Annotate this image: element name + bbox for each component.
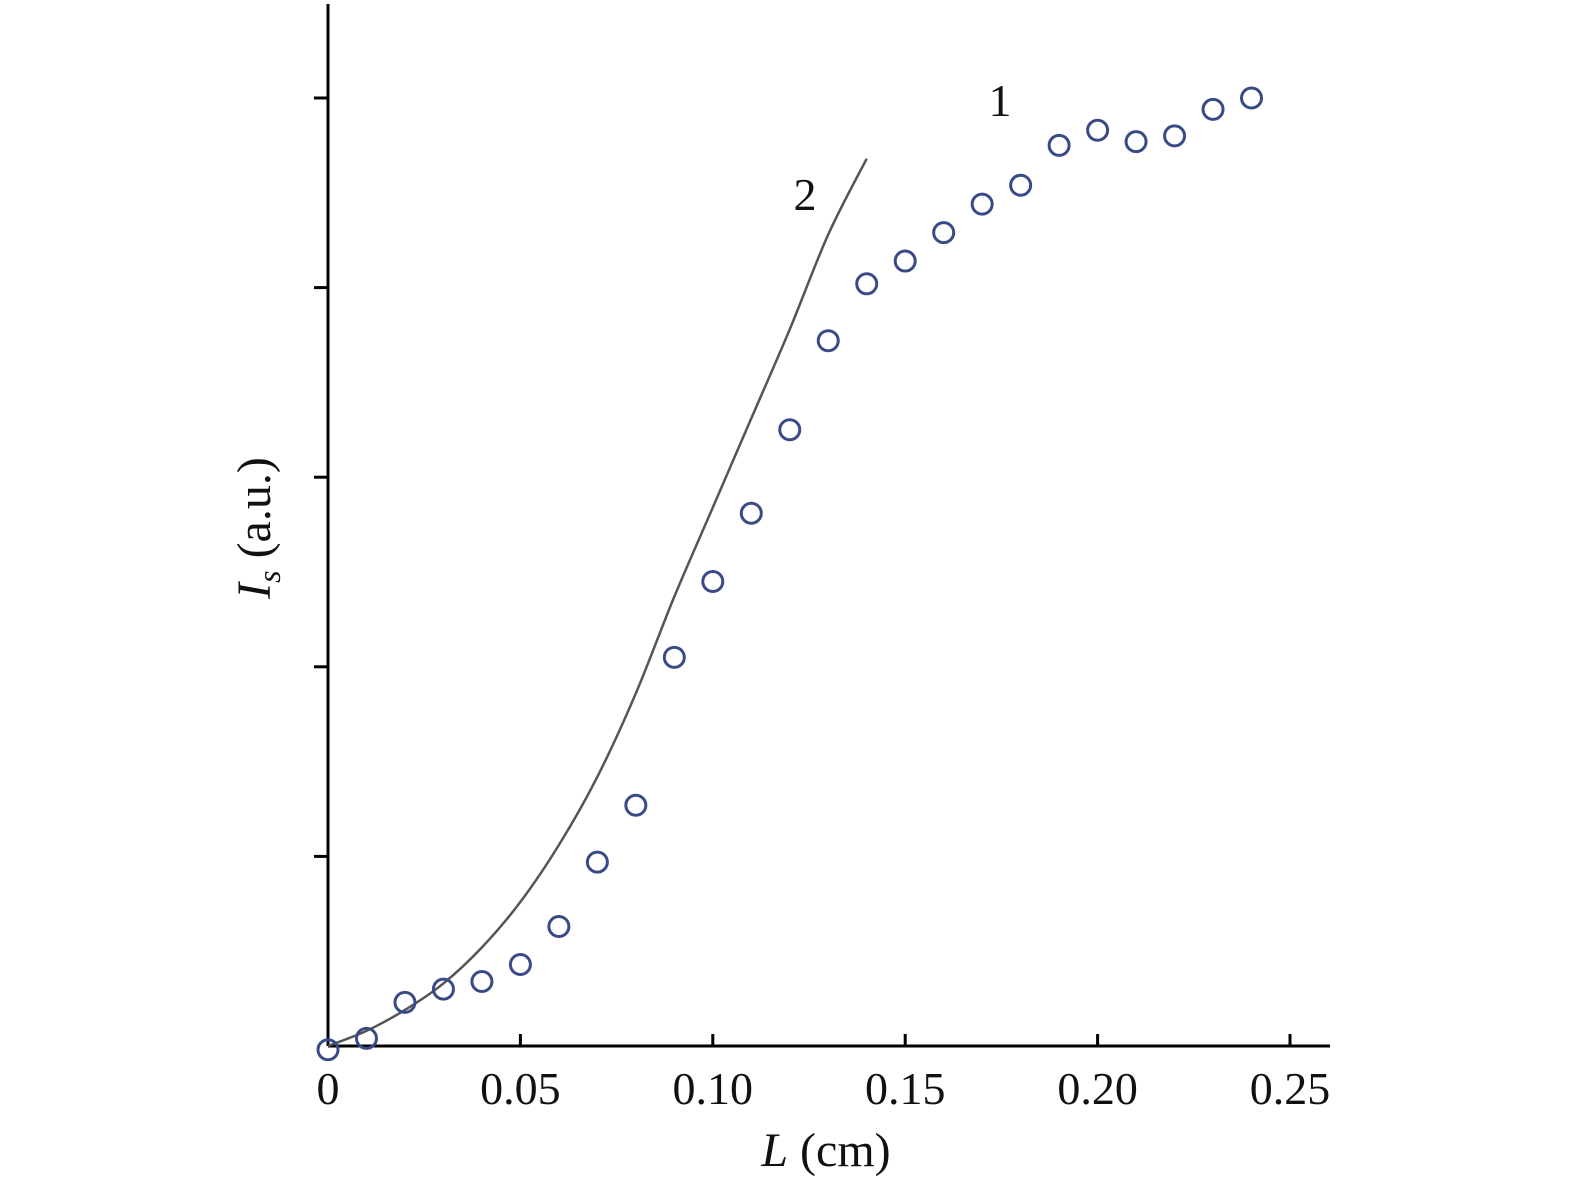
- series-1-point: [585, 850, 609, 874]
- series-1-point: [624, 793, 648, 817]
- series-1-point: [1201, 97, 1225, 121]
- series-1-point: [855, 272, 879, 296]
- series-1-point: [1240, 86, 1264, 110]
- y-axis-title-unit: (a.u.): [228, 457, 281, 570]
- series-1-point: [816, 329, 840, 353]
- labels: 1 2 L (cm) Is (a.u.): [228, 75, 1012, 1177]
- series-2-line: [327, 158, 868, 1048]
- series-1-point: [1124, 130, 1148, 154]
- y-axis-title-variable: I: [228, 581, 281, 600]
- series-label-2: 2: [794, 169, 817, 220]
- x-tick-label: 0.20: [1057, 1063, 1138, 1114]
- series-1-point: [739, 501, 763, 525]
- x-tick-label: 0.05: [480, 1063, 561, 1114]
- series-1-point: [1047, 133, 1071, 157]
- series-1-point: [1086, 118, 1110, 142]
- series-label-1: 1: [989, 75, 1012, 126]
- series-1-point: [932, 221, 956, 245]
- x-tick-label: 0.25: [1250, 1063, 1331, 1114]
- series-1-point: [393, 990, 417, 1014]
- y-axis-title-subscript: s: [251, 570, 287, 582]
- axes: [326, 4, 1330, 1048]
- x-axis-title-variable: L: [760, 1124, 788, 1177]
- series-1-point: [431, 977, 455, 1001]
- x-tick-label: 0.15: [865, 1063, 946, 1114]
- series-1-point: [470, 970, 494, 994]
- series-1-point: [547, 915, 571, 939]
- x-axis-title-unit: (cm): [788, 1124, 891, 1177]
- series-1-point: [662, 645, 686, 669]
- series-1-point: [778, 418, 802, 442]
- series-1-point: [316, 1038, 340, 1062]
- series-1-point: [508, 952, 532, 976]
- series-lines: [327, 158, 868, 1048]
- x-tick-label: 0: [317, 1063, 340, 1114]
- ticks: 0 0.05 0.10 0.15 0.20 0.25: [314, 96, 1331, 1114]
- series-1-point: [1009, 173, 1033, 197]
- series-points: [316, 86, 1264, 1062]
- x-tick-label: 0.10: [673, 1063, 754, 1114]
- x-axis-title: L (cm): [760, 1124, 890, 1177]
- series-1-point: [970, 192, 994, 216]
- y-axis-title: Is (a.u.): [228, 457, 287, 600]
- series-1-point: [701, 569, 725, 593]
- series-1-point: [1163, 124, 1187, 148]
- series-1-point: [354, 1026, 378, 1050]
- series-1-point: [893, 249, 917, 273]
